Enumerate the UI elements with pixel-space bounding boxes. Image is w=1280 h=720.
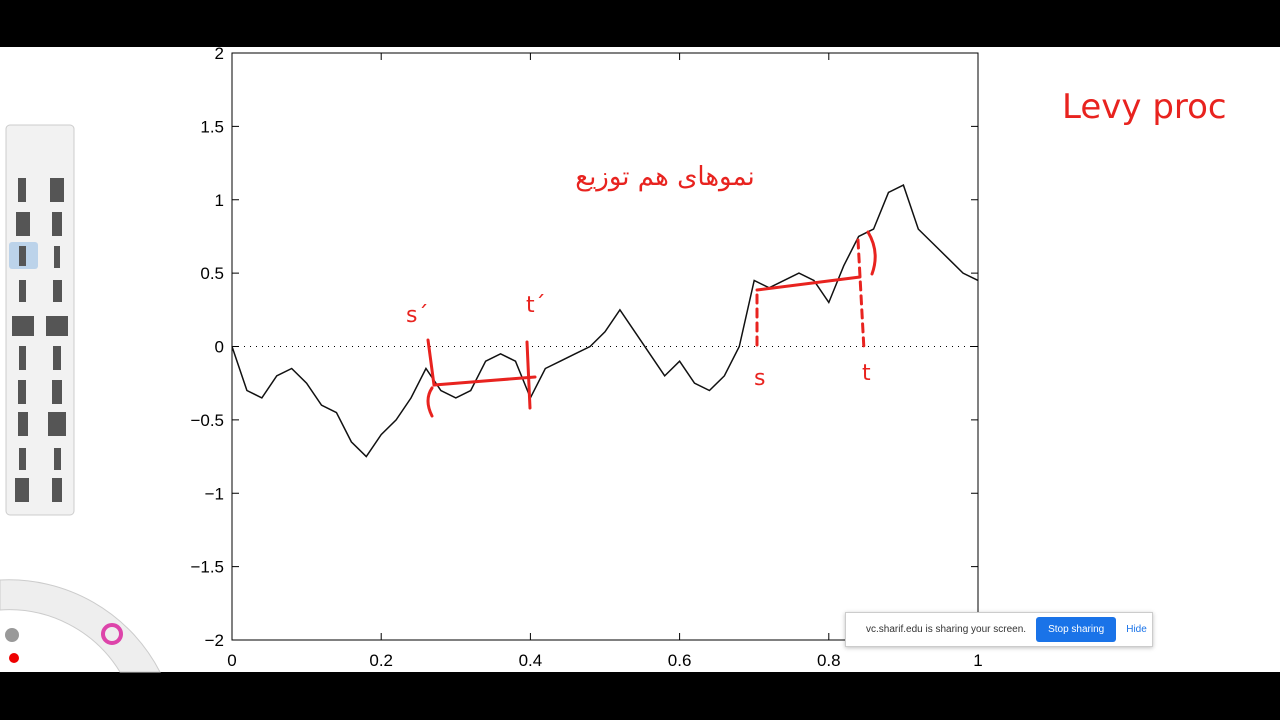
y-tick-label: −2: [205, 631, 224, 650]
data-line: [231, 184, 979, 458]
handwritten-title: Levy proc: [1062, 87, 1227, 127]
y-tick-label: 2: [215, 44, 224, 63]
top-bar: [0, 0, 1280, 47]
share-message: vc.sharif.edu is sharing your screen.: [866, 624, 1027, 635]
chart: −2 −1.5 −1 −0.5 0 0.5 1 1.5 2 0 0.2 0.4 0.6 0.8 1: [190, 44, 982, 670]
stop-sharing-button[interactable]: Stop sharing: [1036, 617, 1117, 642]
x-tick-label: 1: [973, 651, 982, 670]
y-tick-label: −1.5: [190, 558, 224, 577]
y-tick-label: 1: [215, 191, 224, 210]
x-tick-label: 0: [227, 651, 236, 670]
x-tick-label: 0.2: [369, 651, 393, 670]
x-tick-label: 0.4: [519, 651, 543, 670]
share-bar: vc.sharif.edu is sharing your screen. St…: [845, 612, 1153, 647]
handwritten-persian: نموهای هم توزیع: [575, 162, 755, 192]
x-tick-label: 0.6: [668, 651, 692, 670]
handwritten-s: s: [754, 366, 765, 391]
hide-button[interactable]: Hide: [1126, 624, 1147, 635]
annotation-strokes: [426, 230, 877, 418]
y-tick-label: −1: [205, 484, 224, 503]
y-tick-label: 1.5: [200, 117, 224, 136]
y-tick-label: 0: [215, 338, 224, 357]
bottom-bar: [0, 672, 1280, 720]
handwritten-t-prime: t´: [526, 293, 546, 318]
y-tick-label: 0.5: [200, 264, 224, 283]
handwritten-t: t: [862, 361, 871, 386]
tool-wheel: [0, 579, 161, 673]
handwritten-s-prime: s´: [406, 303, 428, 328]
y-tick-label: −0.5: [190, 411, 224, 430]
x-tick-label: 0.8: [817, 651, 841, 670]
toolbar: [5, 124, 75, 516]
